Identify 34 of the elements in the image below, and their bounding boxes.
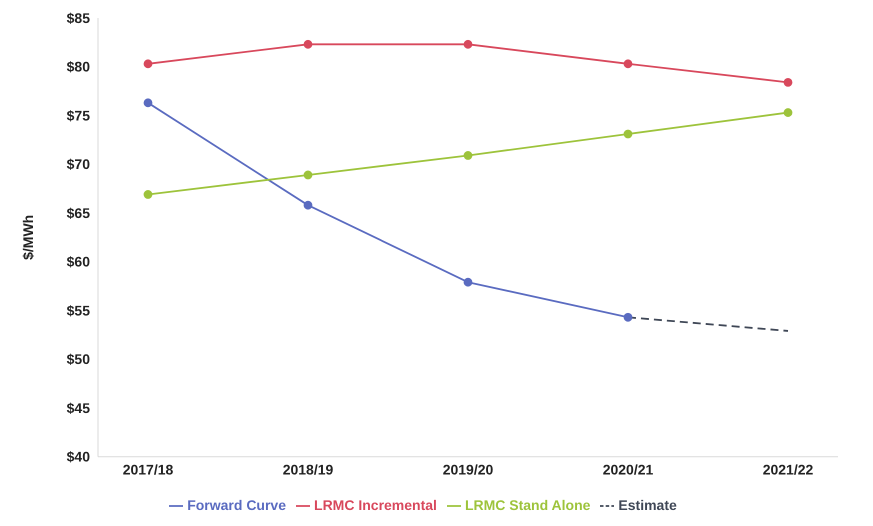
x-tick-label: 2020/21 xyxy=(602,462,654,478)
point xyxy=(464,40,472,49)
y-tick-label: $70 xyxy=(66,156,90,172)
point xyxy=(624,312,632,322)
x-tick-label: 2019/20 xyxy=(442,462,494,478)
point xyxy=(304,170,312,180)
x-tick-label: 2017/18 xyxy=(122,462,174,478)
point xyxy=(624,59,632,68)
point xyxy=(784,78,792,87)
y-tick-label: $45 xyxy=(66,400,90,416)
legend-label: LRMC Incremental xyxy=(314,496,437,513)
point xyxy=(304,200,312,210)
y-tick-label: $50 xyxy=(66,351,90,368)
point xyxy=(464,151,472,160)
point xyxy=(144,59,152,68)
y-tick-label: $80 xyxy=(66,58,90,75)
y-tick-label: $60 xyxy=(66,254,90,270)
point xyxy=(304,40,312,49)
x-tick-label: 2018/19 xyxy=(282,462,334,478)
point xyxy=(144,190,152,199)
point xyxy=(464,278,472,287)
y-tick-label: $75 xyxy=(66,107,90,124)
y-tick-label: $55 xyxy=(66,302,90,318)
legend-label: Estimate xyxy=(618,496,677,513)
y-axis-title: $/MWh xyxy=(20,214,36,260)
point xyxy=(784,108,792,117)
y-tick-label: $40 xyxy=(66,448,90,465)
y-tick-label: $85 xyxy=(66,10,90,26)
y-tick-label: $65 xyxy=(66,204,90,221)
legend-label: LRMC Stand Alone xyxy=(464,496,590,513)
point xyxy=(624,130,632,138)
x-tick-label: 2021/22 xyxy=(762,462,814,478)
legend-label: Forward Curve xyxy=(187,496,286,513)
point xyxy=(144,98,152,108)
